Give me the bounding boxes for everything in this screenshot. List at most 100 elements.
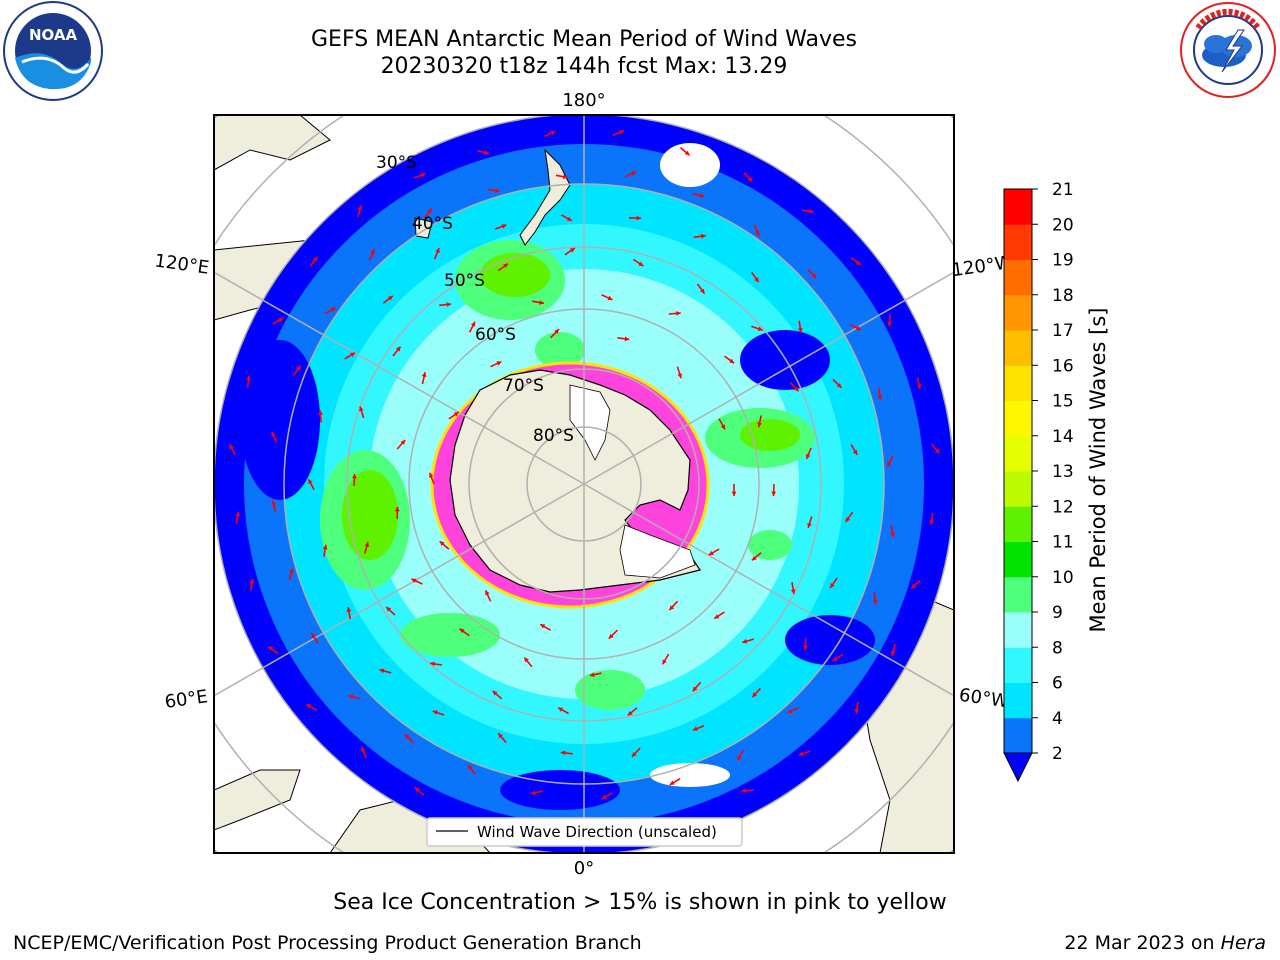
- wind-arrow-head: [467, 765, 473, 770]
- colorbar-tick-label: 8: [1052, 638, 1063, 658]
- wind-arrow-head: [747, 176, 753, 182]
- wind-arrow-head: [890, 651, 896, 656]
- wind-arrow-head: [757, 422, 762, 428]
- wind-arrow-head: [394, 506, 400, 512]
- wind-arrow-head: [554, 329, 559, 334]
- wind-arrow-head: [322, 544, 328, 550]
- wind-arrow-head: [830, 583, 835, 588]
- wind-arrow-head: [435, 248, 440, 253]
- wind-arrow-head: [311, 633, 316, 639]
- wind-arrow-head: [359, 406, 364, 412]
- wind-arrow-head: [530, 790, 536, 796]
- colorbar-tick-label: 14: [1052, 427, 1074, 447]
- wind-arrow-head: [432, 710, 438, 715]
- land-madagascar: [214, 769, 301, 831]
- noaa-logo-icon: NOAA: [3, 1, 103, 101]
- lon-label-120e: 120°E: [153, 250, 210, 278]
- wind-arrow-head: [720, 424, 725, 430]
- wind-arrow-head: [807, 523, 812, 528]
- wind-arrow-head: [246, 375, 251, 381]
- wind-arrow-head: [430, 661, 435, 667]
- wind-arrow-head: [806, 454, 811, 459]
- wind-arrow-head: [268, 646, 274, 651]
- wind-arrow-head: [832, 656, 838, 661]
- wind-arrow-head: [890, 532, 895, 538]
- wind-arrows: [228, 129, 941, 838]
- lon-label-0: 0°: [574, 858, 594, 879]
- colorbar-segment: [1004, 365, 1032, 401]
- wind-arrow-head: [357, 205, 363, 211]
- colorbar-tick-label: 12: [1052, 497, 1074, 517]
- wind-arrow-head: [852, 449, 858, 455]
- colorbar: 2 4 6 8 9 10 11 12 13 14 15 16 17 18 19 20 21: [1003, 180, 1074, 783]
- wind-arrow-head: [278, 318, 284, 323]
- wind-arrow-head: [589, 672, 595, 678]
- wind-arrow-head: [887, 461, 892, 467]
- colorbar-tick-label: 15: [1052, 392, 1074, 412]
- wind-arrow-head: [771, 491, 777, 497]
- colorbar-segment: [1004, 330, 1032, 366]
- wind-arrow-head: [809, 208, 814, 214]
- colorbar-segment: [1004, 435, 1032, 472]
- wind-arrow-head: [485, 590, 490, 596]
- wind-arrow-head: [787, 708, 793, 714]
- wind-arrow-head: [887, 321, 892, 327]
- sea-ice-caption: Sea Ice Concentration > 15% is shown in …: [333, 890, 947, 915]
- wind-arrow-head: [669, 780, 675, 785]
- legend-label: Wind Wave Direction (unscaled): [477, 823, 717, 841]
- wind-arrow-head: [692, 726, 698, 731]
- lat-label-70s: 70°S: [503, 376, 544, 396]
- lat-label-60s: 60°S: [475, 325, 516, 345]
- lat-label-40s: 40°S: [412, 214, 453, 234]
- wind-arrow-head: [235, 511, 240, 517]
- wind-arrow-head: [271, 431, 276, 437]
- wind-arrow-head: [271, 500, 277, 506]
- wind-arrow-head: [700, 288, 705, 294]
- wind-arrow-head: [676, 311, 681, 316]
- ice-shelf-weddell: [619, 524, 696, 579]
- wind-arrow-head: [524, 657, 529, 663]
- colorbar-segment: [1004, 224, 1032, 260]
- wind-arrow-head: [558, 707, 564, 712]
- wind-arrow-head: [501, 224, 507, 229]
- wind-arrow-head: [370, 249, 375, 255]
- wind-arrow-head: [429, 472, 434, 478]
- lat-label-30s: 30°S: [376, 153, 417, 173]
- wind-arrow-head: [364, 542, 370, 547]
- wind-arrow-head: [619, 130, 625, 135]
- wind-arrow-head: [934, 448, 940, 454]
- wind-arrow-head: [608, 633, 614, 639]
- wind-arrow-head: [306, 704, 312, 709]
- wind-arrow-head: [755, 231, 760, 237]
- colorbar-segment: [1004, 682, 1032, 719]
- wind-arrow-head: [731, 491, 737, 496]
- wind-arrow-head: [836, 382, 842, 388]
- chart-title: GEFS MEAN Antarctic Mean Period of Wind …: [311, 27, 857, 52]
- wind-arrow-head: [348, 694, 354, 700]
- colorbar-segment: [1004, 541, 1032, 578]
- wind-arrow-head: [569, 248, 575, 253]
- colorbar-segment: [1004, 189, 1032, 225]
- colorbar-segment: [1004, 506, 1032, 542]
- footer-date-text: 22 Mar 2023 on: [1064, 932, 1221, 954]
- wind-arrow-head: [496, 361, 502, 366]
- wind-arrow-head: [498, 733, 503, 739]
- wind-arrow-head: [296, 365, 301, 371]
- wind-arrow-head: [911, 583, 917, 589]
- wind-arrow-head: [540, 624, 546, 629]
- chart-subtitle: 20230320 t18z 144h fcst Max: 13.29: [380, 54, 788, 79]
- colorbar-segment: [1004, 576, 1032, 613]
- wind-arrow-head: [742, 638, 748, 644]
- wind-arrow-head: [627, 710, 633, 716]
- colorbar-tick-label: 17: [1052, 321, 1074, 341]
- lat-label-80s: 80°S: [533, 426, 574, 446]
- colorbar-tick-label: 4: [1052, 709, 1063, 729]
- wind-arrow-head: [439, 541, 445, 546]
- colorbar-segment: [1004, 612, 1032, 648]
- wind-arrow-head: [636, 215, 641, 221]
- colorbar-tick-label: 10: [1052, 568, 1074, 588]
- colorbar-label: Mean Period of Wind Waves [s]: [1086, 308, 1110, 633]
- wind-arrow-head: [854, 709, 860, 714]
- wind-arrow-head: [400, 440, 406, 445]
